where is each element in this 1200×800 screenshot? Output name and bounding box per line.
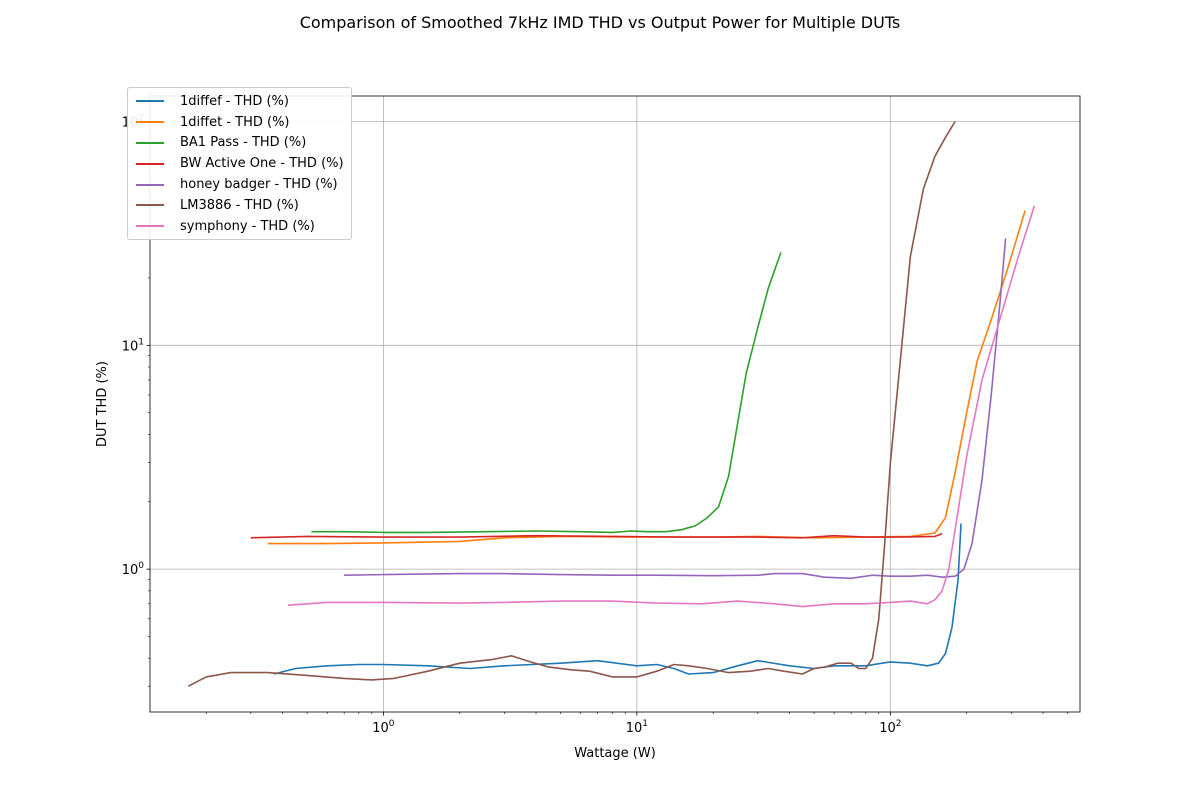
axes-frame	[149, 95, 1081, 713]
chart-title: Comparison of Smoothed 7kHz IMD THD vs O…	[299, 13, 901, 32]
x-axis-label: Wattage (W)	[574, 746, 656, 761]
y-axis-label: DUT THD (%)	[95, 361, 110, 447]
y-tick-label: 101	[122, 337, 144, 354]
legend-entry: 1diffet - THD (%)	[128, 112, 351, 133]
legend-swatch	[136, 162, 164, 165]
legend-label: symphony - THD (%)	[180, 218, 315, 234]
legend-swatch	[136, 183, 164, 186]
legend-entry: BA1 Pass - THD (%)	[128, 133, 351, 154]
series-line	[250, 532, 943, 539]
legend-entry: BW Active One - THD (%)	[128, 153, 351, 174]
x-tick-label: 102	[879, 719, 901, 736]
legend-label: 1diffef - THD (%)	[180, 93, 289, 109]
legend-label: 1diffet - THD (%)	[180, 114, 290, 130]
series-line	[273, 523, 962, 675]
legend-swatch	[136, 141, 164, 144]
series-line	[187, 121, 956, 687]
legend-label: LM3886 - THD (%)	[180, 197, 299, 213]
legend-label: BA1 Pass - THD (%)	[180, 135, 307, 151]
legend-entry: 1diffef - THD (%)	[128, 91, 351, 112]
legend-entry: honey badger - THD (%)	[128, 174, 351, 195]
chart-legend: 1diffef - THD (%) 1diffet - THD (%) BA1 Pa…	[127, 87, 352, 240]
series-line	[267, 210, 1026, 545]
legend-swatch	[136, 204, 164, 207]
legend-swatch	[136, 225, 164, 228]
legend-label: BW Active One - THD (%)	[180, 156, 344, 172]
x-tick-label: 101	[626, 719, 648, 736]
legend-entry: symphony - THD (%)	[128, 216, 351, 237]
series-line	[287, 205, 1036, 608]
x-tick-label: 100	[372, 719, 395, 736]
legend-label: honey badger - THD (%)	[180, 177, 338, 193]
y-tick-label: 100	[122, 561, 145, 578]
legend-swatch	[136, 121, 164, 124]
series-line	[344, 238, 1007, 580]
legend-entry: LM3886 - THD (%)	[128, 195, 351, 216]
series-line	[311, 252, 782, 534]
legend-swatch	[136, 100, 164, 103]
